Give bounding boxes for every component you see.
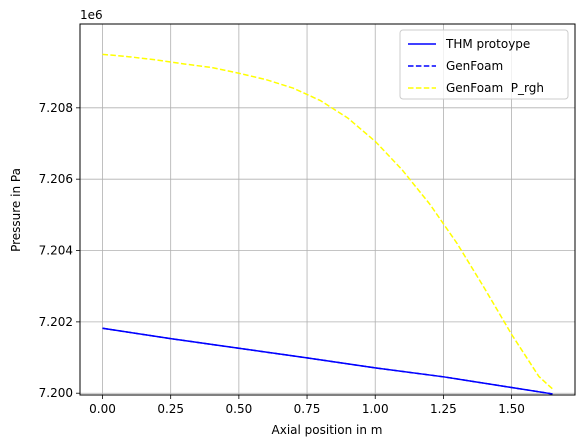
series-genfoam-prgh-line [102, 53, 554, 390]
legend-box [399, 29, 569, 100]
legend: THM protoype GenFoam GenFoam P_rgh [399, 29, 569, 100]
y-tick-label: 7.208 [39, 101, 73, 115]
data-series [102, 53, 554, 395]
x-axis-label: Axial position in m [272, 423, 383, 437]
x-tick-label: 1.50 [498, 402, 525, 416]
plot-frame [79, 23, 576, 396]
x-tick-label: 0.00 [89, 402, 116, 416]
legend-label-genfoam: GenFoam [446, 59, 503, 73]
x-tick-label: 1.25 [430, 402, 457, 416]
x-tick-label: 0.75 [294, 402, 321, 416]
legend-label-thm: THM protoype [445, 37, 530, 51]
x-tick-label: 1.00 [362, 402, 389, 416]
x-axis-ticks: 0.00 0.25 0.50 0.75 1.00 1.25 1.50 [89, 395, 525, 416]
y-axis-label: Pressure in Pa [9, 168, 23, 252]
x-tick-label: 0.25 [157, 402, 184, 416]
y-tick-label: 7.202 [39, 315, 73, 329]
x-tick-label: 0.50 [226, 402, 253, 416]
y-tick-label: 7.200 [39, 386, 73, 400]
y-offset-label: 1e6 [80, 8, 103, 22]
y-tick-label: 7.204 [39, 244, 73, 258]
y-tick-label: 7.206 [39, 172, 73, 186]
y-axis-ticks: 7.200 7.202 7.204 7.206 7.208 [39, 101, 80, 400]
series-genfoam-line [102, 327, 553, 395]
legend-label-genfoam-prgh: GenFoam P_rgh [446, 81, 544, 95]
